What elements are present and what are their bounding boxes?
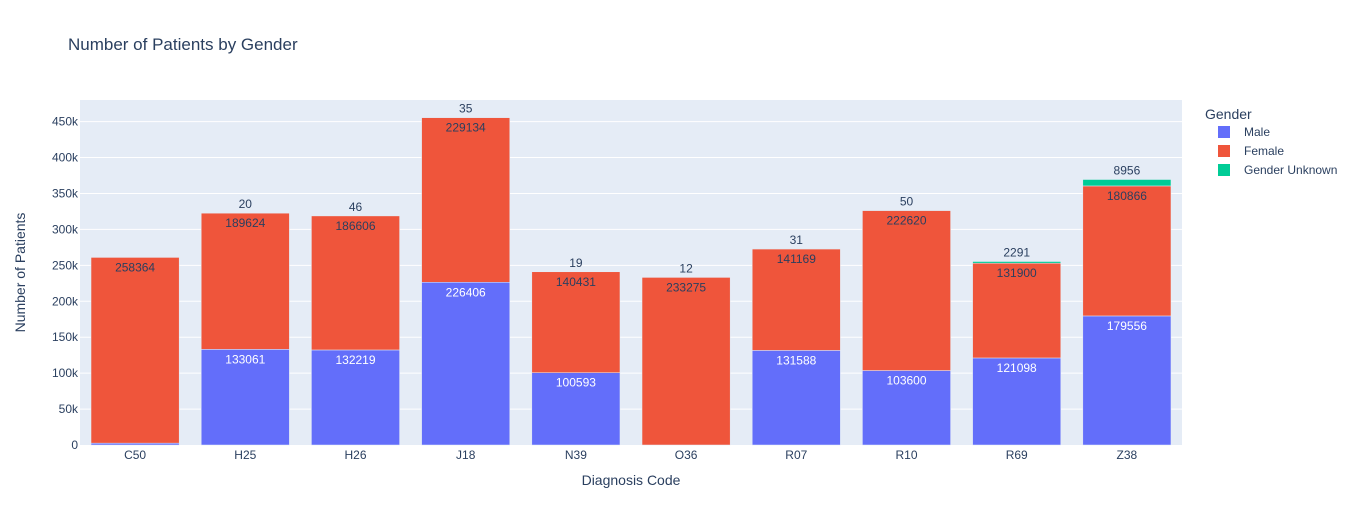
bar-female-r10 [862,211,950,371]
x-tick-label: O36 [675,448,698,462]
data-label: 12 [679,261,693,275]
data-label: 179556 [1107,319,1147,333]
x-tick-label: C50 [124,448,146,462]
legend: Gender Male Female Gender Unknown [1205,106,1337,177]
data-label: 222620 [886,214,926,228]
x-tick-label: R69 [1006,448,1028,462]
x-axis-title: Diagnosis Code [582,472,681,488]
legend-label: Gender Unknown [1244,163,1337,177]
data-label: 20 [239,197,253,211]
data-label: 233275 [666,280,706,294]
x-tick-label: J18 [456,448,476,462]
legend-title: Gender [1205,106,1252,122]
legend-swatch [1218,126,1230,138]
bar-gender-unknown-z38 [1083,180,1171,186]
y-axis-title: Number of Patients [12,213,28,333]
x-tick-label: N39 [565,448,587,462]
data-label: 180866 [1107,189,1147,203]
x-tick-label: H26 [344,448,366,462]
data-label: 133061 [225,352,265,366]
legend-swatch [1218,164,1230,176]
data-label: 186606 [335,219,375,233]
data-label: 46 [349,200,363,214]
y-tick-label: 250k [52,258,79,272]
bar-female-h25 [201,213,289,349]
x-tick-label: H25 [234,448,256,462]
data-label: 8956 [1114,164,1141,178]
data-label: 50 [900,194,914,208]
y-tick-label: 450k [52,115,79,129]
x-tick-label: R07 [785,448,807,462]
y-tick-label: 400k [52,151,79,165]
data-label: 100593 [556,376,596,390]
data-label: 19 [569,256,583,270]
data-label: 189624 [225,216,265,230]
x-tick-label: Z38 [1117,448,1138,462]
y-tick-label: 200k [52,294,79,308]
bar-male-c50 [91,443,179,445]
y-tick-label: 100k [52,366,79,380]
y-tick-label: 150k [52,330,79,344]
data-label: 131900 [997,266,1037,280]
data-label: 103600 [886,374,926,388]
y-tick-label: 0 [71,438,78,452]
data-label: 140431 [556,275,596,289]
y-axis-ticks: 0 50k 100k 150k 200k 250k 300k 350k 400k 450k [52,115,79,452]
bar-male-z38 [1083,316,1171,445]
data-label: 141169 [777,252,816,266]
data-label: 121098 [997,361,1037,375]
legend-items: Male Female Gender Unknown [1218,125,1337,177]
bar-female-o36 [642,277,730,445]
data-label: 229134 [446,121,486,135]
y-tick-label: 50k [59,402,79,416]
x-tick-label: R10 [895,448,917,462]
y-tick-label: 350k [52,186,79,200]
bar-female-c50 [91,257,179,443]
data-label: 258364 [115,260,155,274]
legend-swatch [1218,145,1230,157]
data-label: 2291 [1003,246,1030,260]
chart-title: Number of Patients by Gender [68,35,298,54]
y-tick-label: 300k [52,222,79,236]
bar-gender-unknown-r69 [973,262,1061,264]
legend-label: Female [1244,144,1284,158]
x-axis-ticks: C50 H25 H26 J18 N39 O36 R07 R10 R69 Z38 [124,448,1137,462]
data-label: 132219 [335,353,375,367]
legend-label: Male [1244,125,1270,139]
data-label: 226406 [446,285,486,299]
bar-male-j18 [422,282,510,445]
data-label: 35 [459,102,473,116]
data-label: 31 [790,233,804,247]
bar-female-j18 [422,118,510,283]
bar-female-z38 [1083,186,1171,316]
data-label: 131588 [776,353,816,367]
bar-female-h26 [311,216,399,350]
